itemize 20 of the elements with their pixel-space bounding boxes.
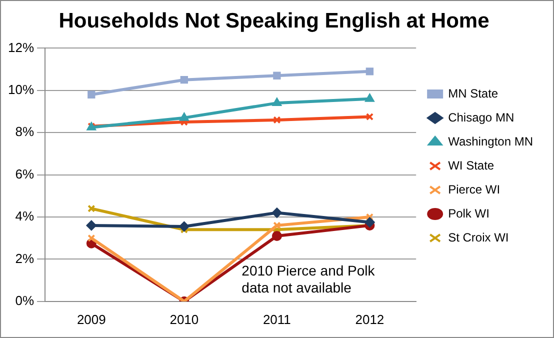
annotation: 2010 Pierce and Polk data not available [242,262,376,296]
y-tick-label: 12% [8,40,34,55]
y-tick-label: 6% [15,166,34,182]
legend-label: WI State [448,158,494,172]
legend-label: MN State [448,86,498,100]
y-tick-label: 2% [15,250,34,266]
legend-label: Pierce WI [448,182,500,196]
x-tick-label: 2012 [355,312,384,327]
x-tick-label: 2009 [76,312,106,327]
legend-label: St Croix WI [448,230,509,244]
y-tick-label: 8% [15,124,34,140]
x-tick-label: 2010 [170,312,199,327]
legend-label: Washington MN [448,134,533,148]
legend-label: Polk WI [448,206,490,220]
y-tick-label: 0% [15,292,34,308]
legend-label: Chisago MN [448,110,514,124]
y-tick-label: 10% [8,82,34,97]
x-tick-label: 2011 [262,312,291,327]
y-tick-label: 4% [15,208,34,224]
chart-title: Households Not Speaking English at Home [58,9,490,32]
